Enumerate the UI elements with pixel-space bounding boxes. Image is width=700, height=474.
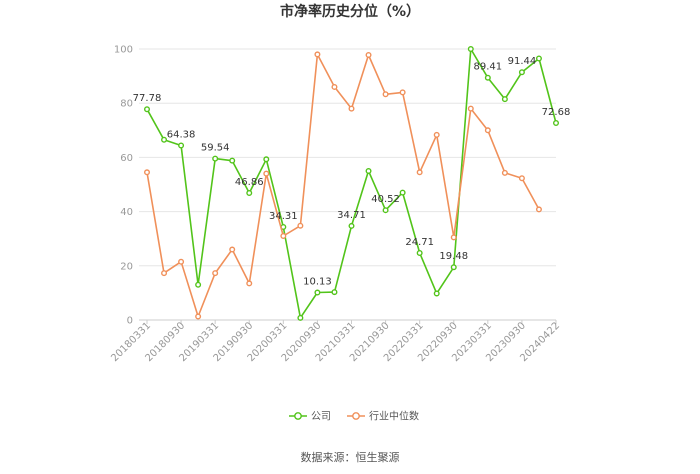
data-point[interactable] bbox=[161, 136, 168, 143]
grid-layer bbox=[139, 48, 556, 321]
data-point[interactable] bbox=[348, 105, 355, 112]
data-point[interactable] bbox=[518, 69, 525, 76]
data-point[interactable] bbox=[246, 280, 253, 287]
data-label: 46.86 bbox=[235, 177, 264, 188]
data-point[interactable] bbox=[161, 270, 168, 277]
data-point[interactable] bbox=[280, 232, 287, 239]
data-point[interactable] bbox=[450, 264, 457, 271]
data-point[interactable] bbox=[416, 250, 423, 257]
y-tick-label: 100 bbox=[114, 45, 133, 56]
data-point[interactable] bbox=[263, 170, 270, 177]
data-point[interactable] bbox=[382, 207, 389, 214]
data-point[interactable] bbox=[365, 51, 372, 58]
data-label: 72.68 bbox=[542, 107, 571, 118]
series-line-industry-median bbox=[146, 53, 540, 318]
data-point[interactable] bbox=[535, 206, 542, 213]
legend-marker-icon bbox=[352, 412, 360, 420]
data-point[interactable] bbox=[433, 131, 440, 138]
data-point[interactable] bbox=[467, 105, 474, 112]
data-label-layer: 77.78 64.38 59.54 46.86 34.31 10.13 34.71 40.52… bbox=[133, 56, 571, 287]
data-point[interactable] bbox=[382, 91, 389, 98]
data-point[interactable] bbox=[314, 289, 321, 296]
data-point[interactable] bbox=[195, 313, 202, 320]
y-tick-label: 40 bbox=[120, 207, 133, 218]
data-point[interactable] bbox=[484, 74, 491, 81]
data-point[interactable] bbox=[297, 222, 304, 229]
data-point[interactable] bbox=[365, 167, 372, 174]
legend-label: 行业中位数 bbox=[369, 410, 419, 423]
legend-item-company[interactable]: 公司 bbox=[289, 412, 331, 423]
data-point[interactable] bbox=[314, 51, 321, 58]
legend-marker-icon bbox=[294, 412, 302, 420]
data-point[interactable] bbox=[212, 155, 219, 162]
data-point[interactable] bbox=[331, 83, 338, 90]
data-label: 34.71 bbox=[337, 210, 366, 221]
data-point[interactable] bbox=[535, 55, 542, 62]
legend-label: 公司 bbox=[311, 412, 331, 423]
data-point[interactable] bbox=[501, 169, 508, 176]
data-point[interactable] bbox=[178, 258, 185, 265]
data-label: 89.41 bbox=[474, 62, 503, 73]
data-label: 24.71 bbox=[405, 237, 434, 248]
data-label: 19.48 bbox=[439, 251, 468, 262]
source-note: 数据来源：恒生聚源 bbox=[301, 450, 400, 464]
y-tick-label: 60 bbox=[120, 153, 133, 164]
data-point[interactable] bbox=[433, 290, 440, 297]
data-point[interactable] bbox=[229, 246, 236, 253]
data-point[interactable] bbox=[501, 96, 508, 103]
data-point[interactable] bbox=[331, 289, 338, 296]
legend-item-industry-median[interactable]: 行业中位数 bbox=[347, 410, 419, 423]
data-point[interactable] bbox=[229, 157, 236, 164]
data-point[interactable] bbox=[178, 142, 185, 149]
data-label: 77.78 bbox=[133, 93, 162, 104]
data-point[interactable] bbox=[399, 89, 406, 96]
data-label: 40.52 bbox=[371, 194, 400, 205]
data-point[interactable] bbox=[399, 189, 406, 196]
data-point[interactable] bbox=[297, 314, 304, 321]
data-point[interactable] bbox=[484, 127, 491, 134]
y-tick-label: 0 bbox=[127, 316, 133, 327]
data-point[interactable] bbox=[416, 169, 423, 176]
data-label: 64.38 bbox=[167, 130, 196, 141]
data-point[interactable] bbox=[450, 234, 457, 241]
data-point[interactable] bbox=[263, 156, 270, 163]
series-layer bbox=[143, 46, 560, 321]
y-tick-label: 80 bbox=[120, 99, 133, 110]
data-point[interactable] bbox=[518, 175, 525, 182]
data-point[interactable] bbox=[553, 120, 560, 127]
data-point[interactable] bbox=[143, 169, 150, 176]
data-label: 34.31 bbox=[269, 211, 298, 222]
data-label: 59.54 bbox=[201, 143, 230, 154]
data-label: 91.44 bbox=[508, 56, 537, 67]
data-point[interactable] bbox=[348, 222, 355, 229]
chart-title: 市净率历史分位（%） bbox=[280, 3, 420, 20]
data-point[interactable] bbox=[467, 46, 474, 53]
axis-layer: 0204060801002018033120180930201903312019… bbox=[109, 45, 562, 365]
legend[interactable]: 公司 行业中位数 bbox=[289, 410, 419, 423]
series-line-company bbox=[146, 48, 557, 319]
data-point[interactable] bbox=[143, 106, 150, 113]
data-point[interactable] bbox=[212, 270, 219, 277]
y-tick-label: 20 bbox=[120, 261, 133, 272]
data-point[interactable] bbox=[246, 190, 253, 197]
data-label: 10.13 bbox=[303, 277, 332, 288]
data-point[interactable] bbox=[195, 281, 202, 288]
